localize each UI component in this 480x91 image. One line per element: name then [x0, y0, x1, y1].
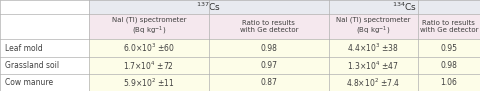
Text: NaI (Tl) spectrometer
(Bq kg$^{-1}$): NaI (Tl) spectrometer (Bq kg$^{-1}$): [336, 16, 410, 37]
Text: Ratio to results
with Ge detector: Ratio to results with Ge detector: [420, 20, 478, 33]
Text: NaI (Tl) spectrometer
(Bq kg$^{-1}$): NaI (Tl) spectrometer (Bq kg$^{-1}$): [111, 16, 186, 37]
Bar: [329, 0, 480, 14]
Bar: [209, 14, 329, 39]
Text: 0.98: 0.98: [260, 44, 277, 53]
Text: 0.95: 0.95: [440, 44, 457, 53]
Bar: [418, 14, 480, 39]
Text: Grassland soil: Grassland soil: [5, 61, 59, 70]
Bar: [89, 57, 480, 74]
Bar: [89, 14, 209, 39]
Text: 1.06: 1.06: [440, 78, 457, 87]
Text: 1.7×10$^{4}$ ±72: 1.7×10$^{4}$ ±72: [123, 59, 174, 72]
Bar: [0, 74, 89, 91]
Text: Cow manure: Cow manure: [5, 78, 53, 87]
Bar: [89, 39, 480, 57]
Text: $^{137}$Cs: $^{137}$Cs: [196, 1, 221, 13]
Bar: [329, 14, 418, 39]
Bar: [89, 74, 480, 91]
Text: 4.4×10$^{3}$ ±38: 4.4×10$^{3}$ ±38: [348, 42, 399, 54]
Bar: [0, 14, 89, 39]
Bar: [0, 57, 89, 74]
Text: 1.3×10$^{4}$ ±47: 1.3×10$^{4}$ ±47: [347, 59, 399, 72]
Bar: [89, 0, 329, 14]
Text: Leaf mold: Leaf mold: [5, 44, 43, 53]
Text: Ratio to results
with Ge detector: Ratio to results with Ge detector: [240, 20, 298, 33]
Bar: [0, 0, 89, 14]
Text: 5.9×10$^{2}$ ±11: 5.9×10$^{2}$ ±11: [123, 76, 175, 89]
Text: $^{134}$Cs: $^{134}$Cs: [392, 1, 417, 13]
Text: 0.87: 0.87: [260, 78, 277, 87]
Text: 6.0×10$^{3}$ ±60: 6.0×10$^{3}$ ±60: [123, 42, 175, 54]
Text: 4.8×10$^{2}$ ±7.4: 4.8×10$^{2}$ ±7.4: [346, 76, 400, 89]
Bar: [0, 39, 89, 57]
Text: 0.98: 0.98: [440, 61, 457, 70]
Text: 0.97: 0.97: [260, 61, 277, 70]
